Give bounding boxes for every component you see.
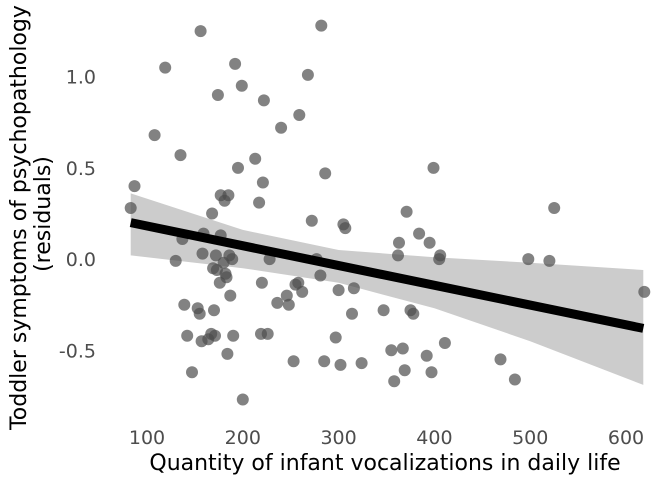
data-point — [319, 167, 332, 180]
data-point — [261, 327, 274, 340]
data-point — [398, 364, 411, 377]
data-point — [257, 94, 270, 107]
data-point — [400, 205, 413, 218]
data-point — [315, 19, 328, 32]
y-axis-title: Toddler symptoms of psychopathology (res… — [7, 0, 56, 431]
data-point — [494, 353, 507, 366]
data-point — [377, 304, 390, 317]
y-tick-label: 0.0 — [66, 249, 96, 271]
data-point — [208, 304, 220, 317]
data-point — [413, 227, 426, 240]
data-point — [226, 253, 239, 266]
data-point — [427, 161, 440, 174]
data-point — [334, 358, 347, 371]
y-tick-labels: -0.5 0.0 0.5 1.0 — [59, 67, 96, 363]
data-point — [196, 247, 209, 260]
data-point — [434, 249, 447, 262]
data-point — [392, 249, 404, 262]
data-point — [339, 222, 352, 235]
data-point — [638, 285, 651, 298]
y-axis-title-line-1: Toddler symptoms of psychopathology — [7, 5, 32, 431]
data-point — [508, 373, 521, 386]
x-tick-label: 500 — [512, 427, 548, 449]
data-point — [206, 207, 219, 220]
data-point — [347, 282, 360, 295]
data-point — [293, 109, 306, 121]
data-point — [148, 129, 161, 142]
data-point — [296, 285, 309, 298]
x-tick-labels: 100 200 300 400 500 600 — [129, 427, 644, 449]
data-point — [236, 393, 249, 406]
data-point — [249, 152, 262, 165]
data-point — [346, 307, 358, 320]
y-tick-label: 1.0 — [66, 67, 96, 89]
data-point — [229, 57, 242, 70]
data-point — [253, 196, 266, 209]
x-tick-label: 400 — [416, 427, 452, 449]
x-tick-label: 200 — [225, 427, 261, 449]
data-point — [305, 214, 318, 227]
data-point — [423, 236, 436, 249]
data-point — [543, 254, 556, 267]
data-point — [235, 79, 248, 92]
data-point — [385, 344, 398, 357]
x-tick-label: 300 — [320, 427, 356, 449]
data-point — [209, 249, 222, 262]
data-point — [209, 329, 221, 342]
data-point — [178, 298, 191, 311]
data-point — [255, 276, 268, 289]
data-point — [221, 347, 234, 360]
y-tick-label: 0.5 — [66, 158, 96, 180]
data-point — [159, 61, 172, 74]
y-axis-title-line-2: (residuals) — [31, 156, 56, 272]
data-point — [407, 307, 420, 320]
data-point — [388, 375, 401, 388]
x-tick-label: 100 — [129, 427, 165, 449]
data-point — [287, 355, 300, 368]
data-point — [194, 25, 207, 38]
data-point — [128, 180, 141, 193]
data-point — [548, 202, 561, 214]
fit-line-layer — [129, 218, 645, 333]
data-point — [222, 189, 235, 202]
data-point — [329, 331, 342, 344]
data-point — [169, 254, 182, 267]
data-point — [438, 337, 451, 349]
data-point — [232, 161, 244, 174]
x-tick-label: 600 — [608, 427, 644, 449]
data-point — [301, 68, 314, 81]
data-point — [220, 271, 233, 284]
data-point — [355, 357, 368, 370]
data-point — [227, 329, 240, 342]
data-point — [271, 296, 284, 309]
data-point — [522, 253, 535, 266]
confidence-band — [130, 193, 644, 385]
data-point — [174, 149, 187, 162]
data-point — [193, 307, 206, 320]
data-point — [275, 121, 288, 134]
confidence-band-layer — [130, 193, 644, 385]
y-tick-label: -0.5 — [59, 340, 96, 362]
data-point — [332, 284, 345, 297]
data-point — [224, 289, 237, 302]
data-point — [393, 236, 405, 249]
data-point — [425, 366, 438, 379]
data-point — [211, 89, 224, 101]
regression-line — [129, 218, 645, 333]
points-layer — [124, 19, 651, 406]
data-point — [124, 202, 137, 214]
x-axis-title: Quantity of infant vocalizations in dail… — [149, 451, 620, 476]
data-point — [396, 342, 409, 355]
data-point — [314, 269, 327, 282]
data-point — [420, 349, 433, 362]
data-point — [318, 355, 331, 368]
data-point — [282, 298, 295, 311]
data-point — [181, 329, 194, 342]
data-point — [292, 276, 305, 289]
data-point — [186, 366, 198, 379]
data-point — [280, 289, 293, 302]
data-point — [256, 176, 269, 189]
